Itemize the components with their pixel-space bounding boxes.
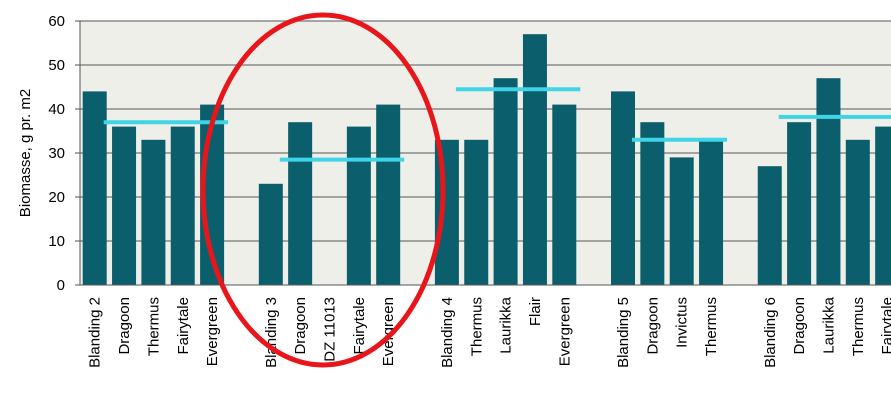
- bar: [845, 139, 870, 285]
- bar: [669, 157, 694, 285]
- y-tick-label: 30: [48, 145, 65, 162]
- x-tick-label: Evergreen: [556, 297, 573, 366]
- x-tick-label: Thermus: [145, 297, 162, 356]
- bar: [611, 91, 635, 286]
- x-tick-label: Thermus: [850, 297, 867, 356]
- bar: [640, 122, 665, 285]
- x-tick-label: Evergreen: [380, 297, 397, 366]
- bar: [141, 139, 166, 285]
- bars: [82, 34, 891, 286]
- x-tick-label: Blanding 3: [263, 297, 280, 368]
- x-tick-label: Blanding 2: [87, 297, 104, 368]
- bar: [493, 78, 518, 285]
- bar: [875, 126, 891, 285]
- x-tick-label: Dragoon: [116, 297, 133, 355]
- bar: [82, 91, 107, 286]
- x-tick-label: Invictus: [674, 297, 691, 348]
- x-tick-label: DZ 11013: [322, 297, 339, 362]
- bar: [522, 34, 547, 286]
- x-tick-label: Evergreen: [204, 297, 221, 366]
- x-tick-label: Fairytale: [175, 297, 192, 355]
- x-tick-label: Thermus: [703, 297, 720, 356]
- x-tick-label: Flair: [527, 297, 544, 326]
- bar: [699, 139, 724, 285]
- x-tick-label: Fairytale: [879, 297, 891, 355]
- mean-lines: [103, 87, 891, 162]
- bar: [112, 126, 137, 285]
- bar: [434, 139, 459, 285]
- x-tick-label: Laurikka: [498, 296, 515, 353]
- highlight-ellipse: [200, 12, 446, 368]
- y-axis-label: Biomasse, g pr. m2: [17, 89, 34, 217]
- x-tick-label: Blanding 6: [762, 297, 779, 368]
- bar: [170, 126, 195, 285]
- bar: [258, 183, 283, 285]
- y-tick-label: 40: [48, 101, 65, 118]
- x-tick-label: Blanding 5: [615, 297, 632, 368]
- x-tick-label: Blanding 4: [439, 297, 456, 368]
- bar: [464, 139, 489, 285]
- bar: [757, 166, 782, 285]
- bar: [816, 78, 841, 285]
- x-tick-labels: Blanding 2 Dragoon Thermus Fairytale Evergre…: [87, 296, 891, 368]
- x-tick-label: Laurikka: [820, 296, 837, 353]
- y-tick-label: 60: [48, 13, 65, 30]
- y-tick-label: 10: [48, 233, 65, 250]
- x-tick-label: Dragoon: [292, 297, 309, 355]
- bar: [288, 122, 313, 285]
- y-tick-labels: 0 10 20 30 40 50 60: [48, 13, 65, 294]
- x-tick-label: Fairytale: [351, 297, 368, 355]
- x-tick-label: Thermus: [468, 297, 485, 356]
- x-tick-label: Dragoon: [644, 297, 661, 355]
- y-tick-label: 50: [48, 57, 65, 74]
- y-tick-label: 0: [57, 277, 65, 294]
- bar: [787, 122, 812, 285]
- bar: [346, 126, 371, 285]
- bar: [552, 104, 577, 285]
- x-tick-label: Dragoon: [791, 297, 808, 355]
- bar: [376, 104, 401, 285]
- y-tick-label: 20: [48, 189, 65, 206]
